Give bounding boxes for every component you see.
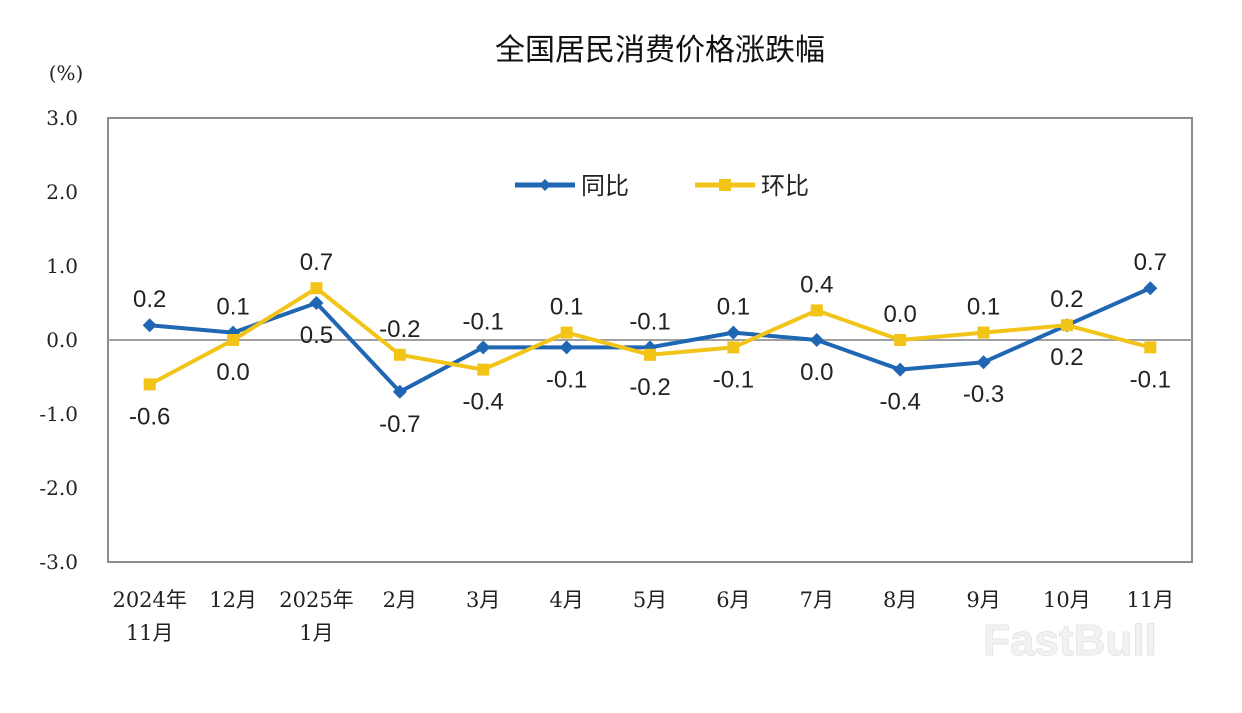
x-tick-label: 2025年 bbox=[279, 588, 353, 612]
data-label: 0.0 bbox=[883, 301, 916, 328]
legend-marker bbox=[719, 179, 731, 191]
data-point bbox=[809, 333, 824, 347]
data-point bbox=[393, 348, 406, 361]
x-tick-label: 7月 bbox=[800, 588, 834, 612]
data-point bbox=[476, 340, 491, 355]
x-tick-label: 11月 bbox=[1126, 588, 1174, 612]
y-tick-label: 3.0 bbox=[46, 106, 78, 130]
data-point bbox=[392, 384, 407, 399]
x-tick-label: 3月 bbox=[466, 588, 500, 612]
data-label: 0.0 bbox=[800, 359, 833, 386]
data-label: -0.1 bbox=[546, 366, 587, 393]
data-label: -0.1 bbox=[713, 366, 754, 393]
data-point bbox=[894, 334, 907, 346]
data-point bbox=[976, 355, 991, 370]
data-point bbox=[644, 348, 656, 361]
data-label: 0.1 bbox=[216, 294, 249, 321]
data-point bbox=[560, 326, 573, 339]
y-tick-label: -1.0 bbox=[39, 402, 78, 426]
data-label: 0.5 bbox=[300, 322, 333, 349]
data-point bbox=[726, 325, 741, 340]
data-label: -0.4 bbox=[463, 389, 504, 416]
data-label: 0.2 bbox=[133, 286, 166, 313]
y-axis-unit: (%) bbox=[49, 61, 84, 85]
x-tick-label: 1月 bbox=[299, 621, 333, 645]
x-tick-label: 4月 bbox=[549, 588, 583, 612]
data-label: -0.2 bbox=[629, 374, 670, 401]
y-tick-label: 0.0 bbox=[46, 328, 78, 352]
data-point bbox=[1060, 319, 1073, 332]
y-tick-label: 1.0 bbox=[46, 254, 78, 278]
y-tick-label: 2.0 bbox=[46, 180, 78, 204]
x-tick-label: 10月 bbox=[1043, 588, 1091, 612]
watermark: FastBull bbox=[983, 616, 1157, 665]
data-label: 0.1 bbox=[967, 294, 1000, 321]
data-point bbox=[727, 341, 740, 354]
data-label: 0.2 bbox=[1050, 344, 1083, 371]
data-label: 0.7 bbox=[300, 249, 333, 276]
data-label: -0.1 bbox=[463, 308, 504, 335]
data-point bbox=[309, 296, 324, 310]
chart-title: 全国居民消费价格涨跌幅 bbox=[495, 33, 825, 68]
y-tick-label: -2.0 bbox=[39, 476, 78, 500]
data-label: 0.2 bbox=[1050, 286, 1083, 313]
x-tick-label: 8月 bbox=[883, 588, 917, 612]
data-point bbox=[142, 318, 157, 333]
data-label: -0.1 bbox=[629, 308, 670, 335]
data-point bbox=[810, 304, 823, 317]
data-point bbox=[143, 378, 156, 391]
data-label: 0.1 bbox=[550, 294, 583, 321]
data-point bbox=[559, 340, 574, 355]
data-point bbox=[477, 363, 490, 376]
data-point bbox=[977, 326, 990, 339]
x-tick-label: 6月 bbox=[716, 588, 750, 612]
data-label: -0.3 bbox=[963, 381, 1004, 408]
data-point bbox=[1144, 341, 1157, 354]
legend-label: 同比 bbox=[581, 172, 629, 200]
data-point bbox=[310, 282, 323, 295]
data-label: -0.4 bbox=[879, 389, 920, 416]
data-label: -0.1 bbox=[1130, 366, 1171, 393]
data-label: 0.4 bbox=[800, 271, 833, 298]
data-label: 0.1 bbox=[717, 294, 750, 321]
legend-label: 环比 bbox=[761, 172, 809, 200]
data-label: 0.7 bbox=[1134, 249, 1167, 276]
legend-marker bbox=[539, 179, 551, 191]
data-label: -0.6 bbox=[129, 403, 170, 430]
x-tick-label: 5月 bbox=[633, 588, 667, 612]
data-point bbox=[227, 334, 240, 346]
x-tick-label: 9月 bbox=[966, 588, 1000, 612]
x-tick-label: 2月 bbox=[383, 588, 417, 612]
data-label: 0.0 bbox=[216, 359, 249, 386]
data-label: -0.2 bbox=[379, 316, 420, 343]
data-point bbox=[893, 362, 908, 377]
x-tick-label: 12月 bbox=[209, 588, 257, 612]
data-label: -0.7 bbox=[379, 411, 420, 438]
data-point bbox=[1143, 281, 1158, 296]
legend: 同比 环比 bbox=[515, 172, 809, 200]
x-tick-label: 2024年 bbox=[112, 588, 186, 612]
x-tick-label: 11月 bbox=[126, 621, 174, 645]
y-tick-label: -3.0 bbox=[39, 550, 78, 574]
